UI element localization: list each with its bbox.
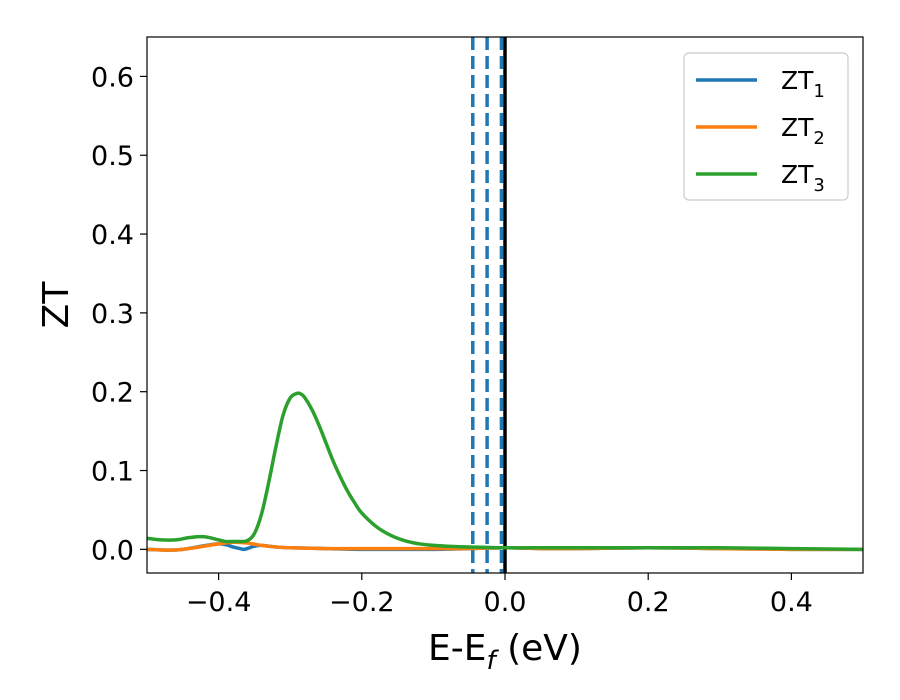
legend: ZT1 ZT2 ZT3 [683,52,849,201]
x-tick-label: −0.4 [186,587,252,618]
x-label-unit: (eV) [496,628,582,669]
y-tick-label: 0.0 [91,535,134,566]
y-tick-label: 0.6 [91,62,134,93]
y-axis-label: ZT [36,281,77,329]
x-tick-label: 0.4 [770,587,813,618]
y-tick-label: 0.5 [91,141,134,172]
y-tick-label: 0.1 [91,457,134,488]
y-tick-label: 0.4 [91,220,134,251]
legend-box [683,52,849,201]
series-line-zt3 [147,391,863,552]
y-axis: 0.0 0.1 0.2 0.3 0.4 0.5 0.6 [91,62,147,566]
x-axis: −0.4 −0.2 0.0 0.2 0.4 [186,573,813,618]
x-label-base: E-E [428,628,486,669]
x-axis-label: E-Ef (eV) [428,628,582,676]
y-tick-label: 0.2 [91,378,134,409]
x-tick-label: 0.2 [627,587,670,618]
series-layer [147,391,863,552]
legend-label-zt3: ZT3 [781,160,825,196]
reference-lines [471,37,507,573]
y-tick-label: 0.3 [91,299,134,330]
legend-label-zt2: ZT2 [781,113,825,149]
x-tick-label: 0.0 [484,587,527,618]
x-tick-label: −0.2 [329,587,395,618]
legend-label-zt1: ZT1 [781,66,825,102]
